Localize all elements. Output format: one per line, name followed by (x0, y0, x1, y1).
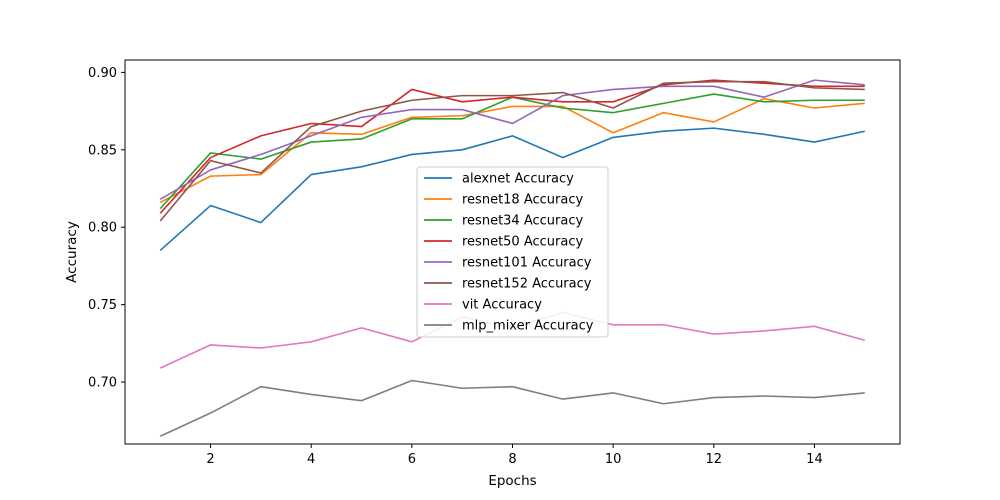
legend-entry-alexnet-accuracy: alexnet Accuracy (462, 172, 574, 187)
legend: alexnet Accuracy resnet18 Accuracy resnet3… (416, 166, 609, 338)
series-line-resnet152-accuracy (159, 80, 865, 222)
x-tick-label: 14 (806, 452, 823, 467)
y-tick-label: 0.85 (88, 143, 117, 158)
x-axis: 2 4 6 8 10 12 14 (206, 444, 823, 467)
y-tick-label: 0.90 (88, 66, 117, 81)
legend-entry-resnet18-accuracy: resnet18 Accuracy (462, 193, 583, 208)
series-line-alexnet-accuracy (159, 127, 865, 252)
legend-entry-resnet34-accuracy: resnet34 Accuracy (462, 214, 583, 229)
legend-entry-mlp-mixer-accuracy: mlp_mixer Accuracy (462, 319, 594, 334)
legend-box (416, 166, 609, 338)
x-axis-label: Epochs (488, 473, 536, 489)
y-axis-label: Accuracy (64, 221, 80, 283)
y-axis: 0.70 0.75 0.80 0.85 0.90 (88, 66, 125, 391)
series-line-resnet18-accuracy (159, 97, 865, 204)
legend-entry-vit-accuracy: vit Accuracy (462, 298, 542, 313)
y-tick-label: 0.80 (88, 221, 117, 236)
x-tick-label: 6 (408, 452, 416, 467)
x-tick-label: 4 (307, 452, 315, 467)
legend-entry-resnet50-accuracy: resnet50 Accuracy (462, 235, 583, 250)
x-tick-label: 2 (206, 452, 214, 467)
series-line-resnet101-accuracy (159, 79, 865, 201)
legend-entry-resnet101-accuracy: resnet101 Accuracy (462, 256, 592, 271)
y-tick-label: 0.70 (88, 376, 117, 391)
legend-entry-resnet152-accuracy: resnet152 Accuracy (462, 277, 592, 292)
plot-area (159, 79, 865, 437)
x-tick-label: 12 (706, 452, 723, 467)
x-tick-label: 10 (605, 452, 622, 467)
y-tick-label: 0.75 (88, 298, 117, 313)
x-tick-label: 8 (508, 452, 516, 467)
series-line-mlp-mixer-accuracy (159, 379, 865, 437)
